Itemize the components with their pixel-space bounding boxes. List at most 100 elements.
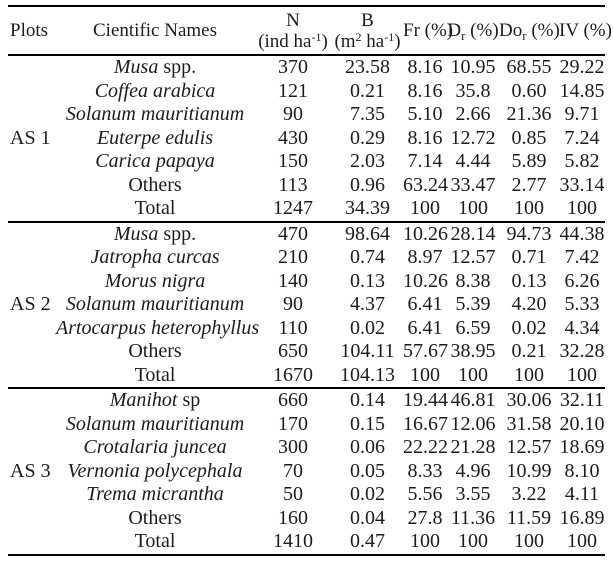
value-cell: 5.89: [511, 150, 547, 172]
value-cell: 30.06: [506, 389, 552, 411]
species-name-cell: Total: [56, 197, 254, 223]
dr-symbol: D: [447, 19, 462, 41]
value-cell: 0.21: [350, 79, 385, 102]
value-cell: 8.16: [407, 56, 443, 78]
table-row: Morus nigra 140 0.13 10.26 8.38 0.13 6.26: [8, 270, 605, 294]
value-cell: 94.73: [506, 222, 552, 245]
value-cell: 46.81: [450, 389, 496, 411]
value-cell: 150: [278, 150, 308, 172]
species-name-cell: Solanum mauritianum: [56, 293, 254, 317]
value-cell: 4.96: [455, 459, 491, 482]
b-unit-close: ): [394, 30, 401, 52]
value-cell: 34.39: [332, 197, 403, 223]
value-cell: 140: [278, 269, 308, 292]
dor-symbol: Do: [499, 19, 523, 41]
value-cell: 2.77: [511, 173, 547, 196]
species-name-cell: Trema micrantha: [56, 483, 254, 507]
value-cell: 2.03: [350, 150, 385, 172]
n-unit-exponent: -1: [311, 29, 322, 44]
value-cell: 21.36: [506, 103, 552, 125]
table-row: Trema micrantha 50 0.02 5.56 3.55 3.22 4.11: [8, 483, 605, 507]
value-cell: 16.89: [559, 506, 605, 529]
value-cell: 6.59: [455, 316, 491, 339]
species-name-cell: Carica papaya: [56, 150, 254, 174]
value-cell: 430: [278, 126, 308, 149]
value-cell: 5.39: [455, 293, 491, 315]
value-cell: 0.96: [350, 173, 385, 196]
value-cell: 32.28: [559, 340, 605, 362]
value-cell: 11.59: [506, 506, 552, 529]
value-cell: 90: [283, 293, 303, 315]
species-name-italic: Crotalaria juncea: [83, 436, 227, 458]
value-cell: 14.85: [559, 79, 605, 102]
species-name-roman: Total: [134, 197, 176, 219]
species-name-roman: Others: [128, 506, 182, 529]
value-cell: 0.13: [511, 269, 547, 292]
species-name-roman: sp: [177, 389, 201, 411]
table-row: Vernonia polycephala 70 0.05 8.33 4.96 10.99 8…: [8, 460, 605, 484]
value-cell: 100: [403, 363, 447, 389]
value-cell: 8.16: [407, 79, 443, 102]
value-cell: 104.11: [340, 340, 395, 362]
species-name-cell: Total: [56, 363, 254, 389]
table-row: AS 2 Musa spp. 470 98.64 10.26 28.14 94.73 44.3…: [8, 221, 605, 389]
species-name-roman: spp.: [158, 222, 197, 245]
value-cell: 8.16: [407, 126, 443, 149]
value-cell: 9.71: [564, 103, 600, 125]
floristic-composition-table: Plots Cientific Names N (ind ha-1) B (m2…: [8, 5, 612, 556]
value-cell: 6.41: [407, 293, 443, 315]
col-header-relative-density: Dr (%): [447, 5, 499, 56]
species-name-cell: Morus nigra: [56, 270, 254, 294]
value-cell: 68.55: [506, 56, 552, 78]
value-cell: 0.02: [350, 483, 385, 505]
value-cell: 1247: [254, 197, 332, 223]
species-name-cell: Others: [56, 507, 254, 531]
value-cell: 7.42: [564, 246, 600, 268]
dr-percent: (%): [465, 19, 499, 41]
species-name-roman: Total: [134, 530, 176, 552]
value-cell: 38.95: [450, 340, 496, 362]
table-row: Others 160 0.04 27.8 11.36 11.59 16.89: [8, 507, 605, 531]
value-cell: 0.04: [350, 506, 385, 529]
species-name-cell: Coffea arabica: [56, 80, 254, 104]
value-cell: 27.8: [407, 506, 443, 529]
value-cell: 33.14: [559, 173, 605, 196]
species-name-italic: Solanum mauritianum: [65, 412, 245, 435]
plot-label: AS 2: [8, 221, 56, 389]
plot-label: AS 3: [8, 388, 56, 556]
col-header-importance-value: IV (%): [559, 5, 612, 56]
value-cell: 160: [278, 506, 308, 529]
col-header-basal-area-b: B (m2 ha-1): [332, 5, 403, 56]
value-cell: 0.85: [511, 126, 547, 149]
value-cell: 170: [278, 412, 308, 435]
value-cell: 22.22: [403, 436, 448, 458]
table-row: Total 1410 0.47 100 100 100 100: [8, 530, 605, 556]
value-cell: 90: [283, 103, 303, 125]
dor-subscript: r: [522, 27, 527, 43]
value-cell: 0.06: [350, 436, 385, 458]
value-cell: 100: [559, 197, 605, 223]
species-name-italic: Manihot: [109, 389, 178, 411]
value-cell: 100: [559, 530, 605, 556]
table-row: Others 113 0.96 63.24 33.47 2.77 33.14: [8, 174, 605, 198]
value-cell: 8.38: [455, 269, 491, 292]
species-name-cell: Vernonia polycephala: [56, 460, 254, 484]
table-row: Solanum mauritianum 170 0.15 16.67 12.06 31.5…: [8, 413, 605, 437]
header-row: Plots Cientific Names N (ind ha-1) B (m2…: [8, 5, 612, 56]
value-cell: 660: [278, 389, 308, 411]
value-cell: 121: [278, 79, 308, 102]
value-cell: 210: [278, 246, 308, 268]
value-cell: 12.57: [506, 436, 552, 458]
species-name-italic: Jatropha curcas: [90, 246, 220, 268]
value-cell: 2.66: [455, 103, 491, 125]
species-name-italic: Morus nigra: [104, 269, 206, 292]
value-cell: 100: [499, 530, 559, 556]
value-cell: 19.44: [403, 389, 448, 411]
table-header: Plots Cientific Names N (ind ha-1) B (m2…: [8, 5, 612, 56]
value-cell: 0.74: [350, 246, 385, 268]
value-cell: 35.8: [455, 79, 491, 102]
b-unit-exponent-neg1: -1: [384, 29, 395, 44]
value-cell: 650: [278, 340, 308, 362]
value-cell: 4.44: [455, 150, 491, 172]
b-unit-mid-text: ha: [361, 30, 385, 52]
